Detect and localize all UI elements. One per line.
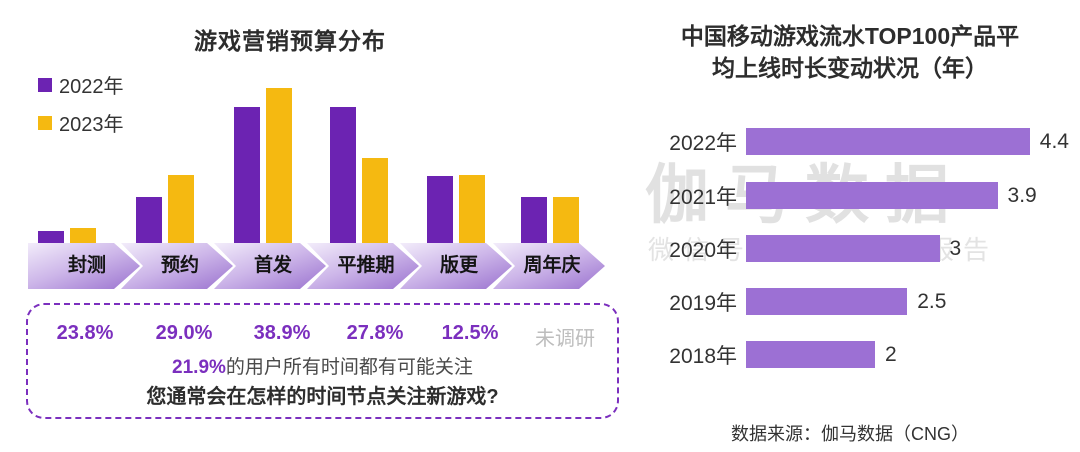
right-chart-title-line2: 均上线时长变动状况（年） <box>712 55 988 81</box>
hbar-2022 <box>746 128 1030 155</box>
hbar-row-2022: 2022年 4.4 <box>640 128 1080 155</box>
stage-arrow-label: 版更 <box>439 255 478 276</box>
hbar-2020 <box>746 235 940 262</box>
year-label-2021: 2021年 <box>669 185 737 209</box>
bar-group-fengce <box>38 227 96 243</box>
hbar-row-2021: 2021年 3.9 <box>640 182 1080 209</box>
year-label-2018: 2018年 <box>669 344 737 368</box>
stage-arrow-band: 封测 预约 首发 平推期 版更 周年庆 <box>28 243 605 289</box>
year-label-2022: 2022年 <box>669 131 737 155</box>
year-label-2020: 2020年 <box>669 238 737 262</box>
hbar-row-2019: 2019年 2.5 <box>640 288 1080 315</box>
right-chart-title: 中国移动游戏流水TOP100产品平 均上线时长变动状况（年） <box>624 20 1076 84</box>
bar-group-shoufa <box>234 88 292 243</box>
survey-always-line: 21.9%的用户所有时间都有可能关注 <box>26 352 619 379</box>
right-chart-title-line1: 中国移动游戏流水TOP100产品平 <box>680 23 1020 49</box>
survey-percent-yuyue: 29.0% <box>155 322 213 344</box>
bar-2022-yuyue <box>136 196 162 243</box>
legend-swatch-2023-icon <box>38 115 52 130</box>
value-label-2019: 2.5 <box>917 289 947 313</box>
survey-always-percent: 21.9% <box>172 357 226 378</box>
bar-2022-zhounianqing <box>521 196 547 243</box>
bar-2023-zhounianqing <box>553 196 579 243</box>
value-label-2022: 4.4 <box>1039 129 1069 153</box>
bar-2022-bangeng <box>427 176 453 243</box>
legend-label-2022: 2022年 <box>59 76 124 98</box>
stage-arrow-label: 预约 <box>160 255 199 276</box>
data-source-note: 数据来源：伽马数据（CNG） <box>731 424 969 444</box>
year-label-2019: 2019年 <box>669 291 737 315</box>
legend-swatch-2022-icon <box>38 77 52 92</box>
hbar-2021 <box>746 182 998 209</box>
bar-group-pingtuiqi <box>330 106 388 243</box>
survey-percent-bangeng: 12.5% <box>441 322 499 344</box>
survey-question: 您通常会在怎样的时间节点关注新游戏? <box>146 386 499 408</box>
value-label-2021: 3.9 <box>1007 183 1037 207</box>
value-label-2020: 3 <box>949 236 962 260</box>
bar-2022-shoufa <box>234 106 260 243</box>
bar-2022-pingtuiqi <box>330 106 356 243</box>
survey-percent-pingtuiqi: 27.8% <box>346 322 404 344</box>
bar-2023-yuyue <box>168 174 194 243</box>
bar-2023-shoufa <box>266 88 292 243</box>
hbar-2018 <box>746 341 875 368</box>
survey-always-text: 的用户所有时间都有可能关注 <box>225 357 473 378</box>
stage-arrow-label: 周年庆 <box>523 255 581 276</box>
hbar-2019 <box>746 288 908 315</box>
stage-arrow-zhounianqing: 周年庆 <box>493 243 605 289</box>
bar-2023-fengce <box>70 227 96 243</box>
bar-2023-bangeng <box>459 174 485 243</box>
left-chart-legend: 2022年 2023年 <box>38 70 124 137</box>
stage-arrow-label: 平推期 <box>337 255 395 276</box>
bar-group-bangeng <box>427 174 485 243</box>
stage-arrow-label: 封测 <box>67 255 106 276</box>
legend-item-2023: 2023年 <box>38 108 124 137</box>
legend-label-2023: 2023年 <box>59 114 124 136</box>
bar-group-yuyue <box>136 174 194 243</box>
bar-group-zhounianqing <box>521 196 579 243</box>
legend-item-2022: 2022年 <box>38 70 124 99</box>
hbar-row-2018: 2018年 2 <box>640 341 1080 368</box>
hbar-row-2020: 2020年 3 <box>640 235 1080 262</box>
value-label-2018: 2 <box>885 342 897 366</box>
bar-2023-pingtuiqi <box>362 157 388 243</box>
survey-percent-fengce: 23.8% <box>56 322 114 344</box>
stage-arrow-fengce: 封测 <box>28 243 140 289</box>
survey-not-surveyed-label: 未调研 <box>535 328 595 350</box>
survey-percent-shoufa: 38.9% <box>253 322 311 344</box>
stage-arrow-label: 首发 <box>253 255 292 276</box>
left-chart-title: 游戏营销预算分布 <box>194 28 386 54</box>
survey-dashed-box <box>26 303 619 419</box>
bar-2022-fengce <box>38 230 64 243</box>
